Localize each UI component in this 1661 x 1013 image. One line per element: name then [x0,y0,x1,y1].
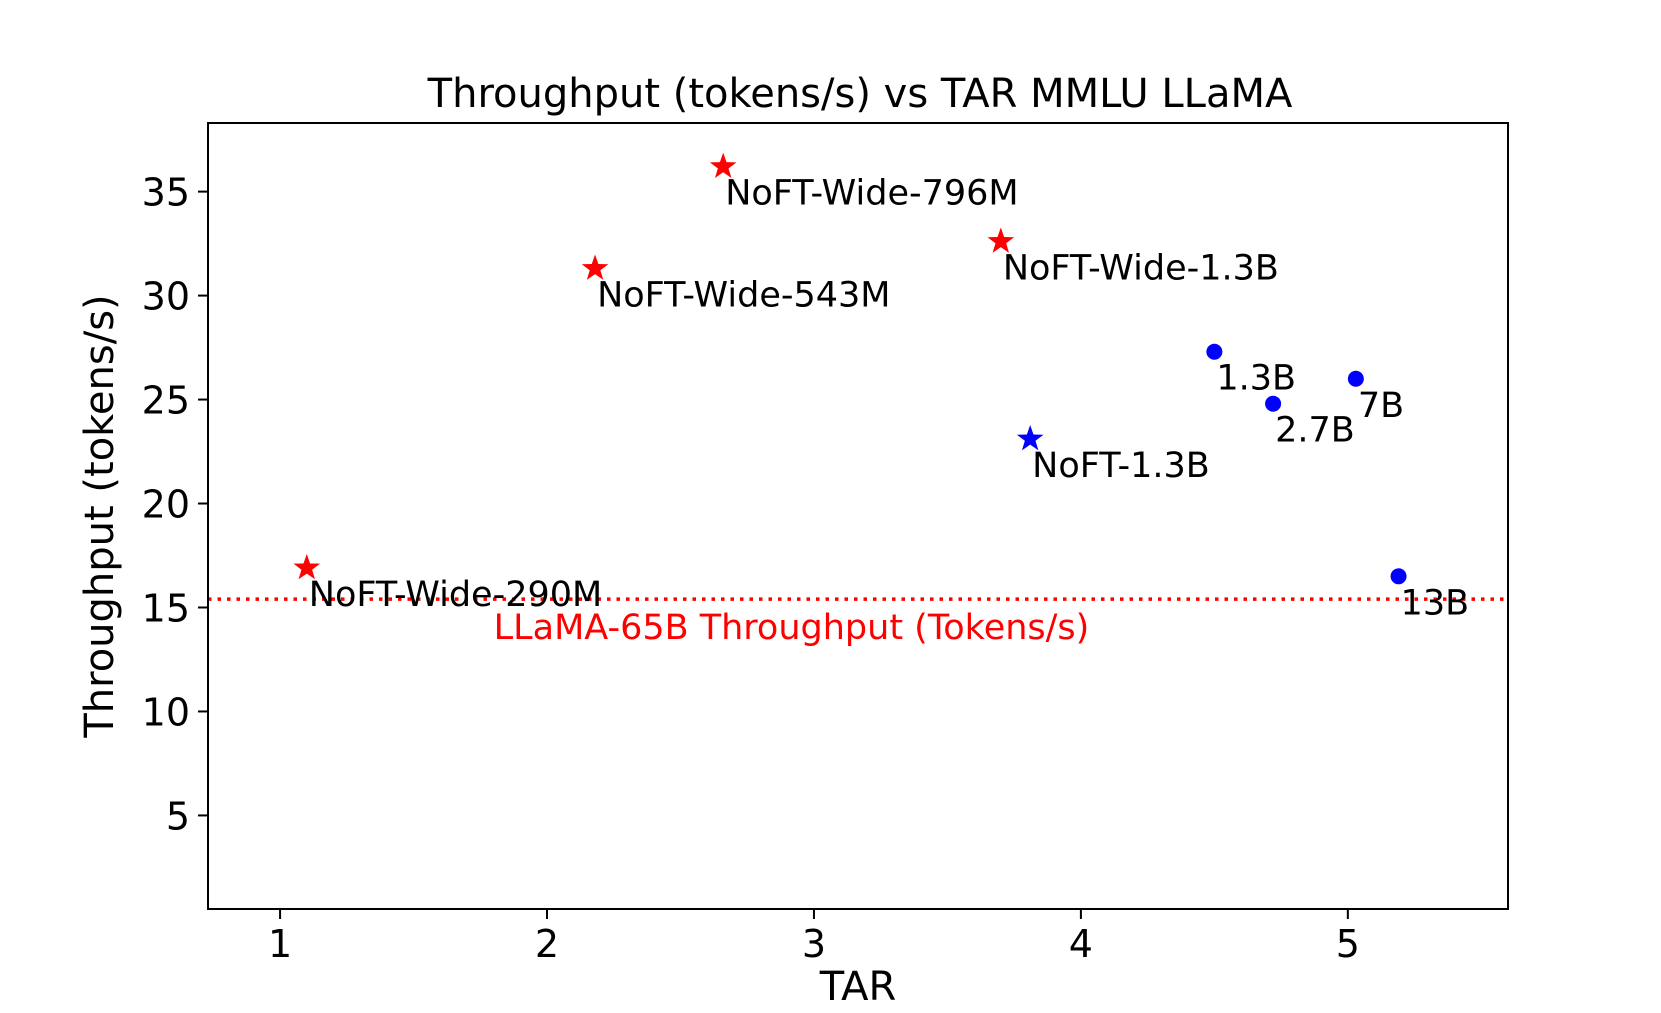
point-label: NoFT-1.3B [1032,446,1210,486]
y-tick-label: 15 [142,586,190,630]
star-marker [709,152,737,178]
y-tick-label: 10 [142,690,190,734]
y-tick-label: 25 [142,379,190,423]
x-tick-label: 2 [535,922,559,966]
y-axis-label: Throughput (tokens/s) [77,294,123,738]
y-axis: 5 10 15 20 25 30 35 [142,171,208,838]
star-marker [987,227,1015,253]
plot-area: LLaMA-65B Throughput (Tokens/s)NoFT-Wide… [208,152,1508,648]
point-label: NoFT-Wide-796M [725,174,1018,214]
circle-marker [1206,343,1223,360]
plot-frame [207,122,1509,910]
point-label: 1.3B [1216,359,1296,399]
point-label: 2.7B [1275,411,1355,451]
x-axis: 1 2 3 4 5 [268,909,1360,966]
y-tick-label: 35 [142,171,190,215]
circle-marker [1347,370,1364,387]
point-label: 7B [1358,386,1404,426]
point-label: NoFT-Wide-543M [597,276,890,316]
y-tick-label: 5 [166,794,190,838]
circle-marker [1265,395,1282,412]
point-label: NoFT-Wide-1.3B [1003,249,1279,289]
star-marker [581,254,609,280]
x-tick-label: 5 [1336,922,1360,966]
chart-title: Throughput (tokens/s) vs TAR MMLU LLaMA [427,71,1293,117]
reference-line-label: LLaMA-65B Throughput (Tokens/s) [494,608,1090,648]
x-tick-label: 4 [1069,922,1093,966]
x-tick-label: 3 [802,922,826,966]
y-tick-label: 30 [142,275,190,319]
circle-marker [1390,568,1407,585]
y-tick-label: 20 [142,483,190,527]
point-label: 13B [1401,583,1470,623]
star-marker [1016,425,1044,451]
star-marker [293,553,321,580]
point-label: NoFT-Wide-290M [309,575,602,615]
x-axis-label: TAR [819,964,896,1010]
x-tick-label: 1 [268,922,292,966]
